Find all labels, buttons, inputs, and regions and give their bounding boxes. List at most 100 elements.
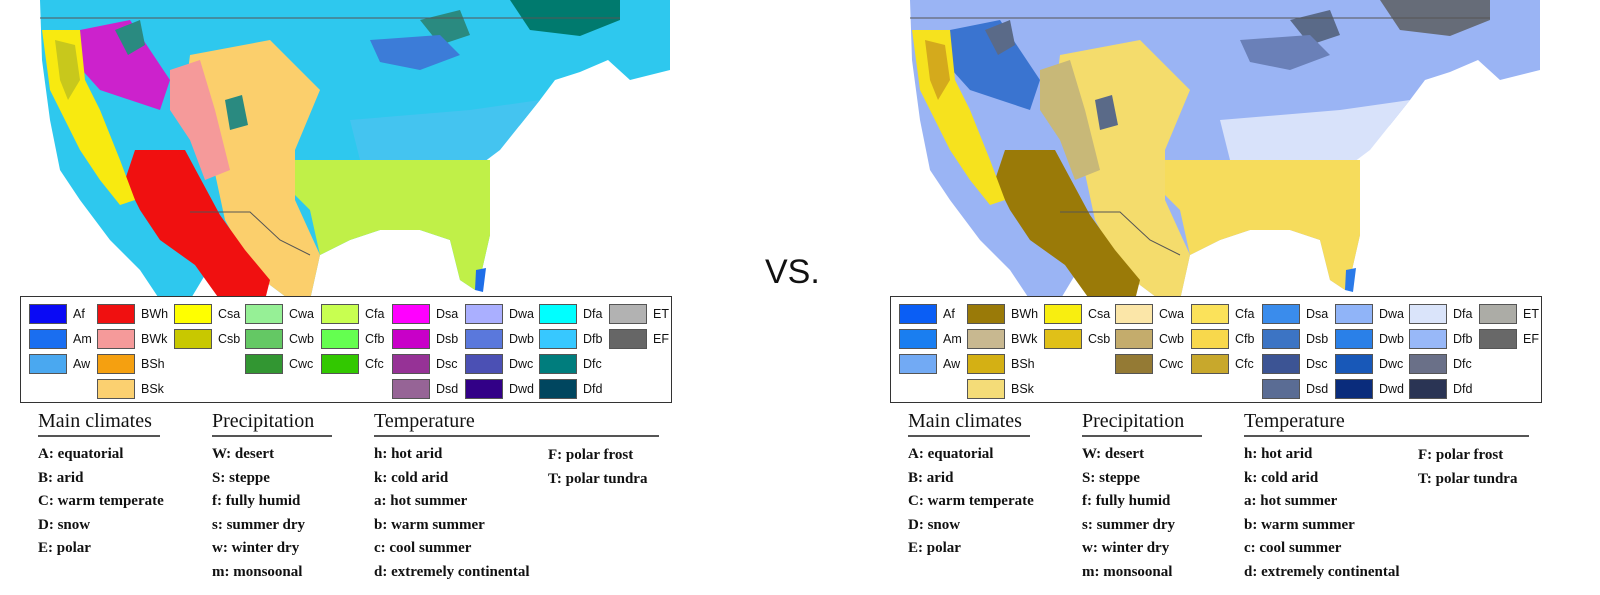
legend-item-cfc: Cfc	[321, 353, 384, 375]
legend-item-bsk: BSk	[97, 378, 164, 400]
legend-item-dfa: Dfa	[539, 303, 602, 325]
legend-item-dfc: Dfc	[539, 353, 602, 375]
legend-swatch	[1479, 329, 1517, 349]
legend-item-dsd: Dsd	[392, 378, 458, 400]
legend-swatch	[1409, 354, 1447, 374]
map-svg	[40, 0, 670, 300]
legend-item-et: ET	[1479, 303, 1539, 325]
legend-item-cfa: Cfa	[1191, 303, 1254, 325]
key-main-climates-title: Main climates	[38, 410, 160, 437]
legend-code: Dsa	[436, 307, 459, 321]
key-item: S: steppe	[1082, 469, 1140, 486]
legend-swatch	[29, 354, 67, 374]
map-svg	[910, 0, 1540, 300]
legend-item-cwc: Cwc	[1115, 353, 1183, 375]
legend-item-dsd: Dsd	[1262, 378, 1328, 400]
legend-item-et: ET	[609, 303, 669, 325]
legend-code: BSh	[1011, 357, 1035, 371]
legend-swatch	[539, 304, 577, 324]
legend-item-cfb: Cfb	[321, 328, 384, 350]
legend-swatch	[321, 329, 359, 349]
legend-item-dwb: Dwb	[465, 328, 534, 350]
legend-code: Dsd	[436, 382, 459, 396]
legend-swatch	[609, 329, 647, 349]
legend-code: Cfc	[365, 357, 384, 371]
key-item: E: polar	[38, 540, 91, 556]
legend-code: Dwc	[509, 357, 534, 371]
legend-item-cfc: Cfc	[1191, 353, 1254, 375]
key-precipitation: Precipitation W: desert S: steppe f: fully …	[1082, 410, 1202, 584]
legend-item-dsc: Dsc	[1262, 353, 1328, 375]
legend-code: Cwc	[289, 357, 314, 371]
legend-code: Dwc	[1379, 357, 1404, 371]
legend-code: Dfa	[583, 307, 603, 321]
legend-item-dwa: Dwa	[1335, 303, 1404, 325]
border-us-mexico	[1060, 211, 1181, 256]
legend-code: Csa	[218, 307, 241, 321]
legend-swatch	[245, 354, 283, 374]
legend-swatch	[899, 354, 937, 374]
legend-code: Cwb	[1159, 332, 1185, 346]
key-item: A: equatorial	[38, 446, 124, 462]
legend-item-dwb: Dwb	[1335, 328, 1404, 350]
legend-box: Af Am Aw BWh BWk BSh BSk Csa Csb Cwa Cwb Cwc Cfa Cfb C…	[20, 296, 672, 403]
legend-item-dwd: Dwd	[1335, 378, 1404, 400]
key-item: F: polar frost	[1418, 447, 1504, 463]
key-temperature-title: Temperature	[1244, 410, 1529, 437]
legend-swatch	[29, 329, 67, 349]
legend-code: BWk	[141, 332, 168, 346]
legend-swatch	[1409, 379, 1447, 399]
legend-swatch	[539, 329, 577, 349]
legend-code: Cwa	[289, 307, 315, 321]
legend-item-dsa: Dsa	[392, 303, 458, 325]
legend-item-dfb: Dfb	[539, 328, 602, 350]
legend-swatch	[1115, 354, 1153, 374]
legend-swatch	[967, 329, 1005, 349]
legend-code: Cfb	[1235, 332, 1255, 346]
region-humid-subtropical	[290, 160, 490, 290]
key-main-climates: Main climates A: equatorial B: arid C: warm…	[908, 410, 1034, 561]
legend-item-csa: Csa	[174, 303, 240, 325]
legend-code: Dwb	[1379, 332, 1405, 346]
key-temperature-title: Temperature	[374, 410, 659, 437]
legend-swatch	[465, 379, 503, 399]
legend-box: Af Am Aw BWh BWk BSh BSk Csa Csb Cwa Cwb Cwc Cfa Cfb C…	[890, 296, 1542, 403]
legend-swatch	[1262, 379, 1300, 399]
region-hot-desert	[125, 150, 270, 300]
legend-swatch	[245, 329, 283, 349]
legend-code: Cwc	[1159, 357, 1184, 371]
key-item: f: fully humid	[1082, 493, 1171, 509]
legend-item-dwc: Dwc	[1335, 353, 1403, 375]
legend-code: BWk	[1011, 332, 1038, 346]
key-precipitation-title: Precipitation	[212, 410, 332, 437]
legend-code: Cfb	[365, 332, 385, 346]
legend-item-cwa: Cwa	[1115, 303, 1184, 325]
key-main-climates-title: Main climates	[908, 410, 1030, 437]
key-item: s: summer dry	[212, 516, 306, 533]
legend-code: Dsd	[1306, 382, 1329, 396]
legend-code: Dwb	[509, 332, 535, 346]
climate-key: Main climates A: equatorial B: arid C: warm…	[890, 410, 1550, 590]
legend-swatch	[539, 354, 577, 374]
legend-code: Cfa	[365, 307, 385, 321]
legend-swatch	[1479, 304, 1517, 324]
panel-original: Af Am Aw BWh BWk BSh BSk Csa Csb Cwa Cwb Cwc Cfa Cfb C…	[20, 0, 685, 595]
key-item: a: hot summer	[374, 493, 468, 509]
key-precipitation-title: Precipitation	[1082, 410, 1202, 437]
climate-key: Main climates A: equatorial B: arid C: warm…	[20, 410, 680, 590]
legend-code: Dsa	[1306, 307, 1329, 321]
legend-swatch	[1044, 304, 1082, 324]
legend-item-cwc: Cwc	[245, 353, 313, 375]
region-tropical	[1345, 268, 1356, 292]
region-cool	[350, 100, 540, 165]
legend-swatch	[1262, 329, 1300, 349]
legend-item-bwh: BWh	[97, 303, 168, 325]
legend-code: Af	[943, 307, 955, 321]
legend-item-af: Af	[29, 303, 85, 325]
legend-item-csb: Csb	[174, 328, 240, 350]
border-us-mexico	[190, 211, 311, 256]
legend-swatch	[1409, 304, 1447, 324]
legend-item-csa: Csa	[1044, 303, 1110, 325]
legend-code: Cfc	[1235, 357, 1254, 371]
legend-item-bsh: BSh	[97, 353, 165, 375]
